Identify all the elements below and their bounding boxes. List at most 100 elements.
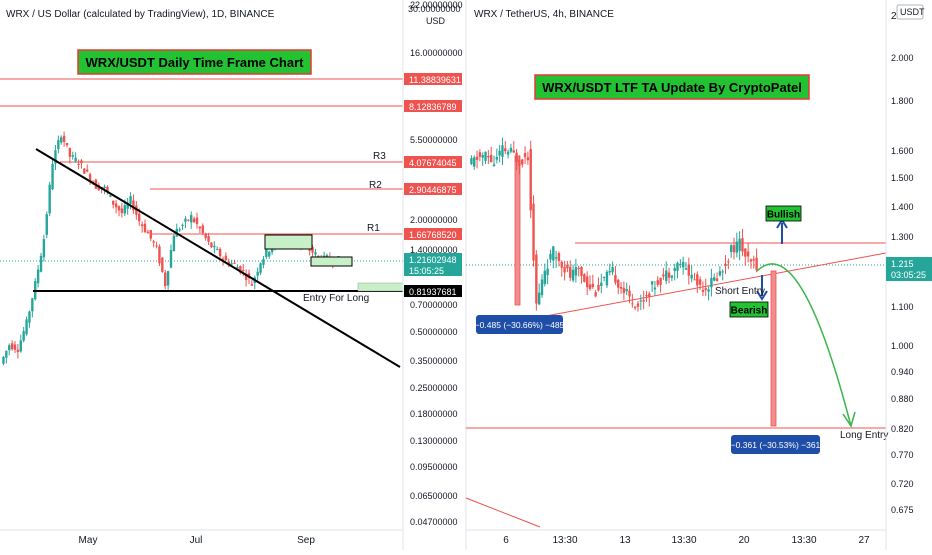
candle-body <box>317 255 320 257</box>
candle-body <box>68 148 72 157</box>
candle-body <box>187 219 190 221</box>
bearish-label: Bearish <box>731 306 768 317</box>
right-axis-tick: 0.940 <box>891 367 914 377</box>
candle-body <box>83 168 86 174</box>
r3-label: R3 <box>373 151 386 162</box>
consolidation-box <box>264 234 313 250</box>
candle-body <box>114 203 118 208</box>
left-x-tick-sep: Sep <box>297 535 315 546</box>
left-title-box <box>77 49 312 75</box>
candle-body <box>673 267 676 272</box>
drop-measure-bar-1 <box>514 155 521 306</box>
left-axis-tick: 0.06500000 <box>410 491 458 501</box>
right-axis-tick: 0.820 <box>891 424 914 434</box>
candle-body <box>707 289 710 292</box>
measure-box-2 <box>731 435 820 454</box>
right-axis-tick: 1.600 <box>891 146 914 156</box>
left-price-label: 1.66768520 <box>409 230 457 240</box>
left-axis-tick: 0.04700000 <box>410 517 458 527</box>
candle-body <box>608 270 611 273</box>
candle-body <box>155 245 158 247</box>
left-price-label: 1.21602948 <box>409 255 457 265</box>
right-candles <box>470 137 758 312</box>
candle-body <box>546 268 549 276</box>
candle-body <box>523 152 527 158</box>
candle-body <box>262 259 265 265</box>
candle-body <box>696 274 699 286</box>
candle-body <box>713 277 716 281</box>
short-entry-label: Short Entry <box>715 286 765 297</box>
candle-body <box>665 270 668 281</box>
left-price-label-bg <box>404 156 462 168</box>
candle-body <box>71 155 74 157</box>
candle-body <box>698 279 702 285</box>
projected-path <box>756 263 852 427</box>
candle-body <box>693 279 696 281</box>
candle-body <box>605 271 609 286</box>
candle-body <box>233 262 236 264</box>
candle-body <box>659 277 662 285</box>
right-x-tick-6: 6 <box>503 535 509 546</box>
right-x-tick-13: 13 <box>619 535 631 546</box>
candle-body <box>224 255 228 261</box>
long-entry-label: Long Entry <box>840 430 888 441</box>
candle-body <box>549 253 552 260</box>
candle-body <box>86 169 89 172</box>
candle-body <box>690 274 693 279</box>
candle-body <box>718 271 722 276</box>
candle-body <box>250 283 254 286</box>
currency-selector-button[interactable] <box>896 4 924 20</box>
candle-body <box>656 280 659 285</box>
candle-body <box>625 288 628 292</box>
candle-body <box>594 292 597 297</box>
left-axis-tick: 1.40000000 <box>410 245 458 255</box>
right-axis-tick: 0.720 <box>891 479 914 489</box>
candle-body <box>506 151 510 155</box>
candle-body <box>724 263 727 266</box>
candle-body <box>244 274 248 280</box>
candle-body <box>487 155 490 158</box>
current-zone-box <box>310 256 353 267</box>
drop-measure-bar-2 <box>770 270 777 427</box>
left-price-axis: 30.00000000 USD 22.00000000 16.00000000 5.50… <box>404 0 463 527</box>
candle-body <box>314 252 317 255</box>
candle-body <box>256 271 259 276</box>
candle-body <box>518 159 521 166</box>
right-axis-tick: 1.400 <box>891 202 914 212</box>
right-axis-tick: 1.500 <box>891 173 914 183</box>
candle-body <box>8 345 11 351</box>
candle-body <box>242 269 245 271</box>
candle-body <box>729 245 733 252</box>
candle-body <box>221 258 225 260</box>
candle-body <box>597 284 600 291</box>
candle-body <box>149 230 152 239</box>
candle-body <box>484 151 487 161</box>
right-title-box <box>534 74 810 100</box>
bearish-arrow-icon <box>756 290 768 301</box>
candle-body <box>146 231 150 234</box>
right-x-tick-27: 27 <box>858 535 870 546</box>
candle-body <box>679 263 682 266</box>
candle-body <box>532 203 535 261</box>
left-price-label-bg <box>404 100 462 112</box>
right-x-tick-1330b: 13:30 <box>671 535 696 546</box>
candle-body <box>662 274 665 277</box>
candle-body <box>738 238 741 251</box>
left-price-label-bg <box>404 73 462 85</box>
candle-body <box>265 249 268 257</box>
right-chart-panel[interactable]: WRX / TetherUS, 4h, BINANCE Bullish Bear… <box>465 0 932 550</box>
candle-body <box>535 254 538 304</box>
left-price-label: 2.90446875 <box>409 185 457 195</box>
candle-body <box>470 158 473 164</box>
candle-body <box>65 143 69 146</box>
candle-body <box>120 208 124 214</box>
candle-body <box>36 269 40 284</box>
candle-body <box>201 225 204 234</box>
right-axis-tick: 0.880 <box>891 394 914 404</box>
measure-text-1: −0.485 (−30.66%) −485 <box>475 320 565 330</box>
left-axis-tick: 0.18000000 <box>410 409 458 419</box>
entry-for-long-label: Entry For Long <box>303 293 369 304</box>
r1-label: R1 <box>367 223 380 234</box>
left-chart-panel[interactable]: WRX / US Dollar (calculated by TradingVi… <box>0 0 463 550</box>
left-axis-tick: 5.50000000 <box>410 135 458 145</box>
